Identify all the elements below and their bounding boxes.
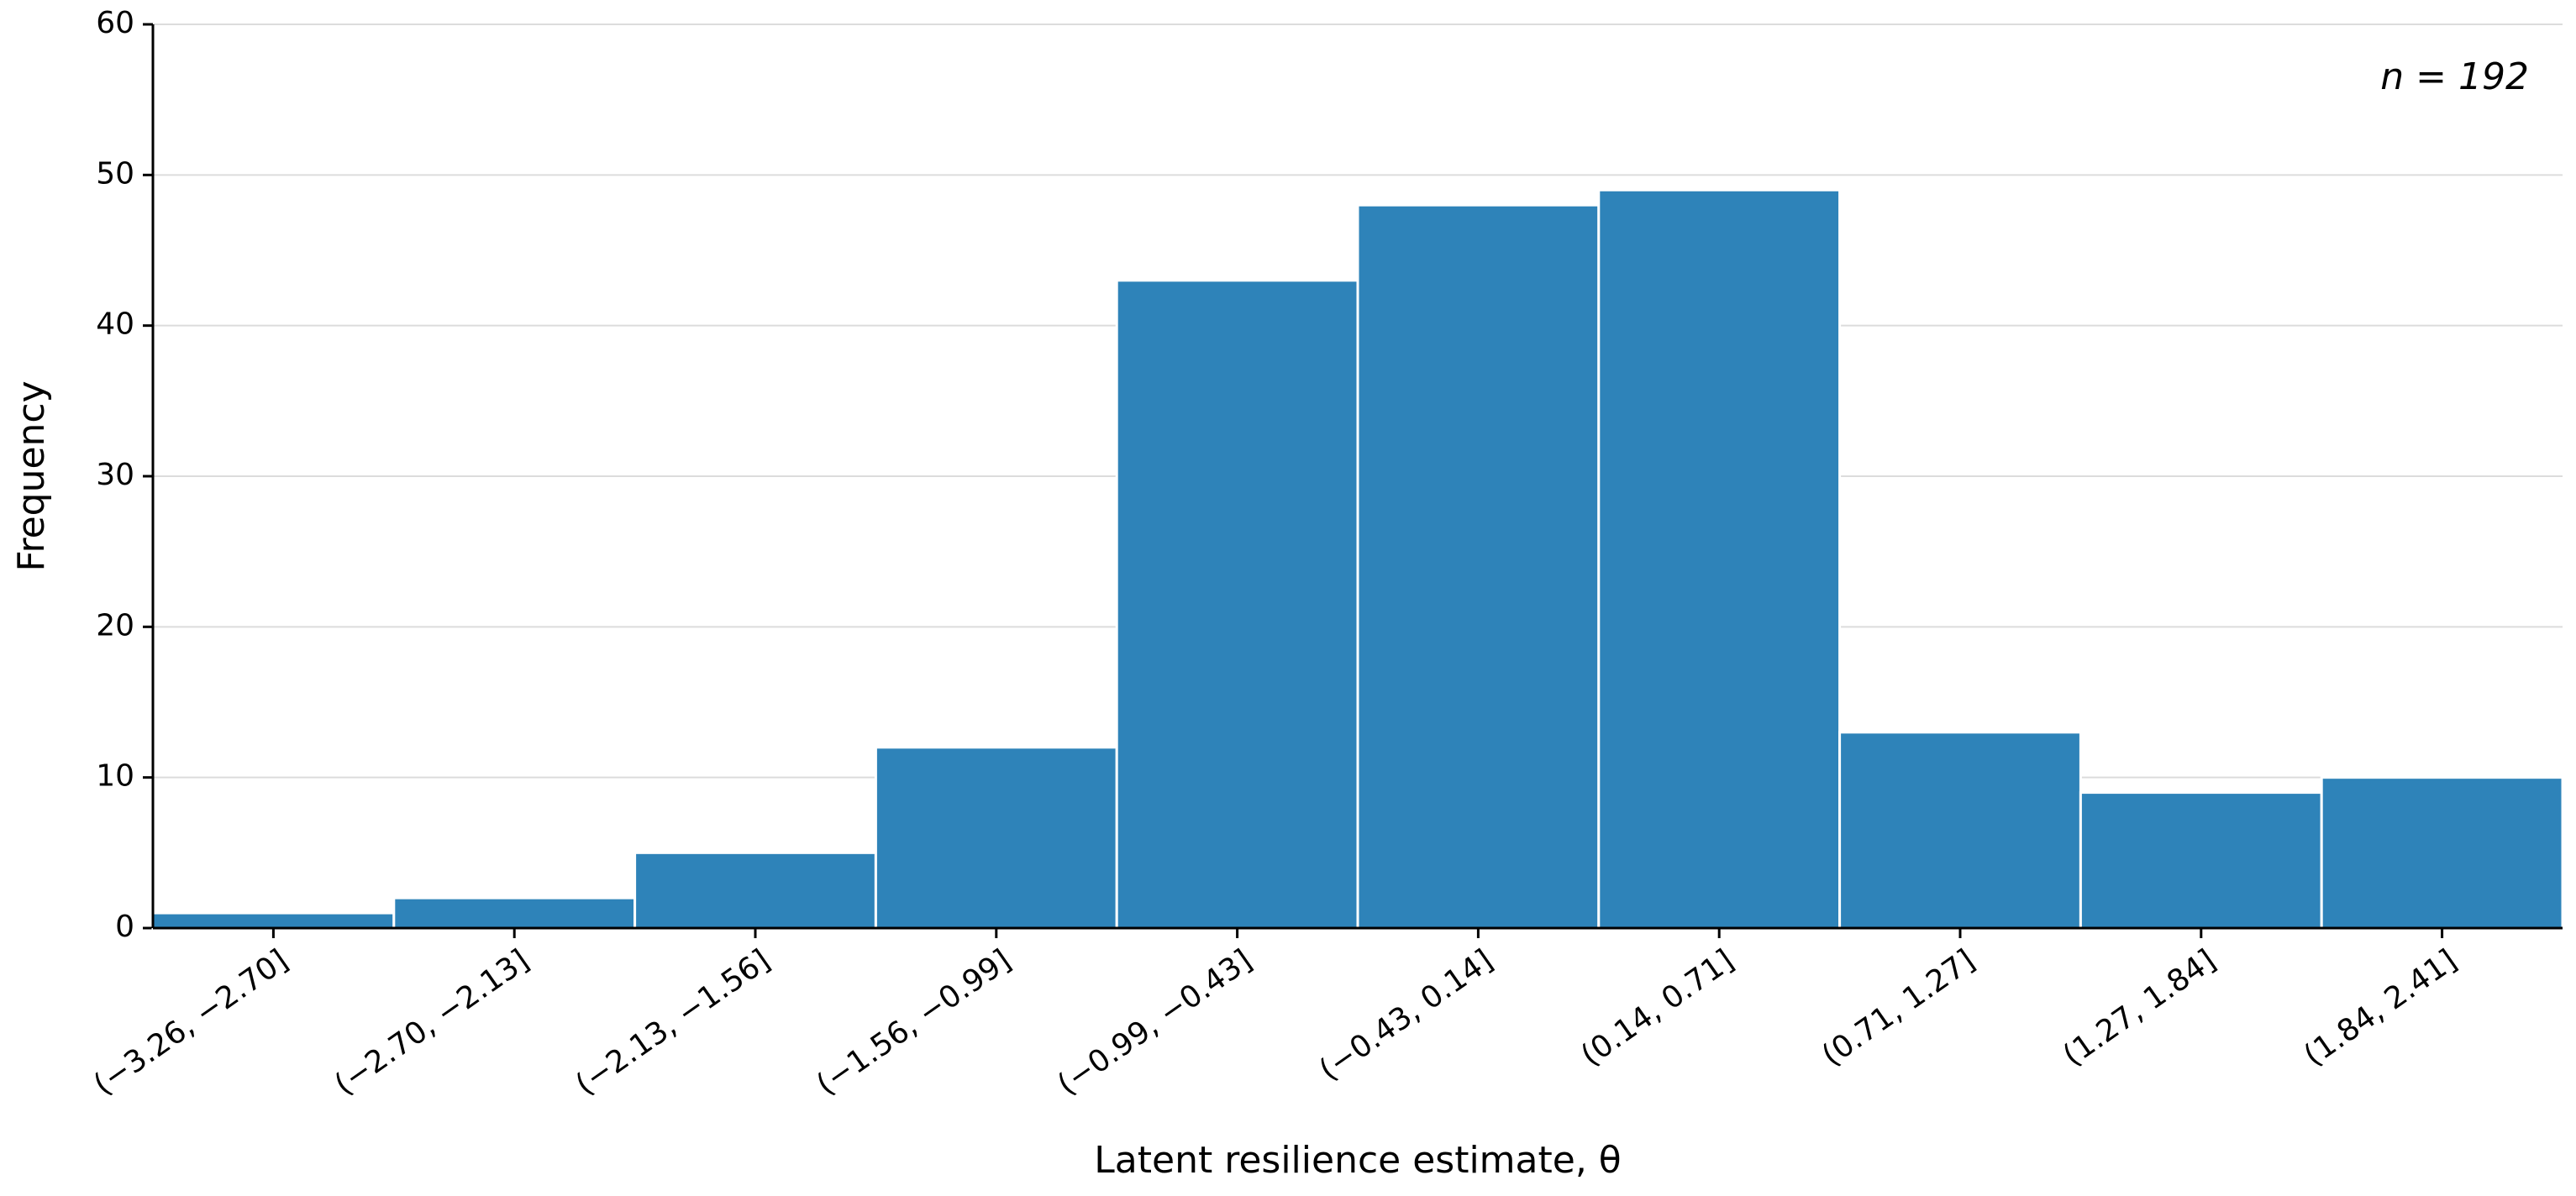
bar (633, 851, 877, 930)
y-tick-label: 40 (96, 307, 134, 342)
x-tick-label: (1.84, 2.41] (2298, 943, 2463, 1073)
x-tick-label: (0.14, 0.71] (1575, 943, 1740, 1073)
x-tick-label: (−0.99, −0.43] (1051, 943, 1258, 1102)
y-tick-label: 0 (115, 910, 134, 944)
bar (151, 911, 396, 930)
x-tick-label: (1.27, 1.84] (2057, 943, 2222, 1073)
bar (1597, 188, 1842, 930)
bar (1115, 279, 1359, 930)
x-tick-label: (−0.43, 0.14] (1313, 943, 1499, 1088)
x-tick-label: (−1.56, −0.99] (811, 943, 1017, 1102)
y-tick-label: 60 (96, 6, 134, 40)
bar (1838, 731, 2082, 930)
annotation: n = 192 (2380, 55, 2529, 98)
x-axis-label: Latent resilience estimate, θ (1094, 1139, 1621, 1182)
x-tick-label: (0.71, 1.27] (1816, 943, 1981, 1073)
y-tick-label: 20 (96, 608, 134, 643)
y-tick-label: 50 (96, 156, 134, 191)
y-tick-label: 10 (96, 759, 134, 794)
y-tick-label: 30 (96, 458, 134, 492)
x-tick-label: (−2.13, −1.56] (570, 943, 776, 1102)
x-tick-label: (−3.26, −2.70] (87, 943, 294, 1102)
bar (2079, 791, 2323, 930)
bar (874, 746, 1118, 930)
bar (2320, 776, 2564, 930)
bar (392, 896, 637, 930)
x-tick-label: (−2.70, −2.13] (329, 943, 535, 1102)
bar (1356, 203, 1601, 930)
y-axis-label: Frequency (10, 380, 53, 571)
